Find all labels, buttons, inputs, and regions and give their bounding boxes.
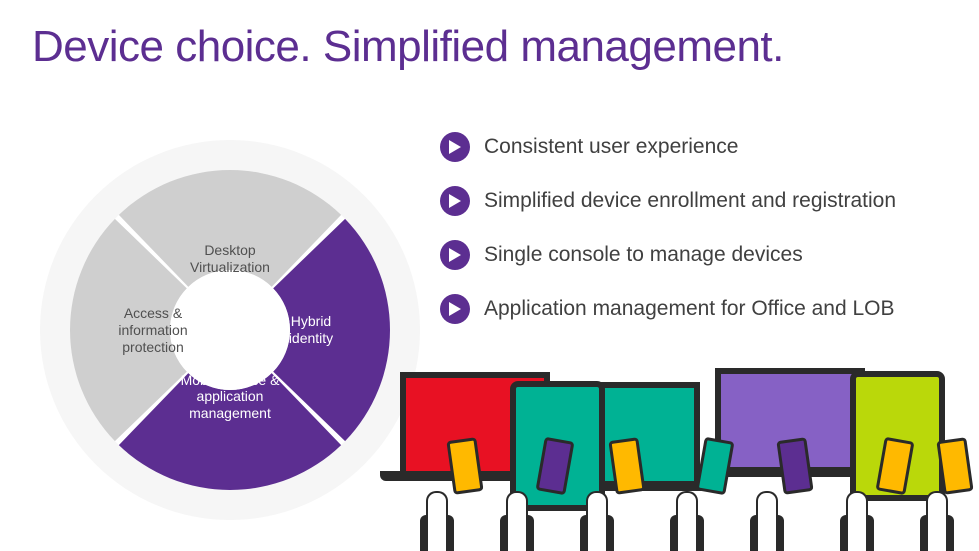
play-icon	[440, 294, 470, 324]
hand	[586, 491, 608, 551]
bullet-row: Consistent user experience	[440, 132, 959, 162]
hand	[506, 491, 528, 551]
donut-label-left: Access & information protection	[108, 305, 198, 355]
hand	[426, 491, 448, 551]
play-icon	[440, 132, 470, 162]
play-icon	[440, 186, 470, 216]
bullet-list: Consistent user experience Simplified de…	[440, 132, 959, 348]
play-icon	[440, 240, 470, 270]
bullet-text: Application management for Office and LO…	[484, 297, 895, 321]
donut-label-top: Desktop Virtualization	[175, 242, 285, 276]
bullet-text: Single console to manage devices	[484, 243, 803, 267]
bullet-row: Application management for Office and LO…	[440, 294, 959, 324]
hand	[756, 491, 778, 551]
bullet-row: Simplified device enrollment and registr…	[440, 186, 959, 216]
hand	[926, 491, 948, 551]
donut-chart: Desktop Virtualization Hybrid identity M…	[40, 140, 420, 520]
devices-illustration	[380, 341, 979, 551]
slide-root: Device choice. Simplified management. De…	[0, 0, 979, 551]
donut-label-bottom: Mobile device & application management	[165, 372, 295, 422]
donut-label-right: Hybrid identity	[276, 313, 346, 347]
hand	[676, 491, 698, 551]
slide-title: Device choice. Simplified management.	[32, 22, 784, 72]
bullet-row: Single console to manage devices	[440, 240, 959, 270]
bullet-text: Simplified device enrollment and registr…	[484, 189, 896, 213]
hand	[846, 491, 868, 551]
phone	[936, 437, 973, 495]
bullet-text: Consistent user experience	[484, 135, 738, 159]
donut-body: Desktop Virtualization Hybrid identity M…	[70, 170, 390, 490]
